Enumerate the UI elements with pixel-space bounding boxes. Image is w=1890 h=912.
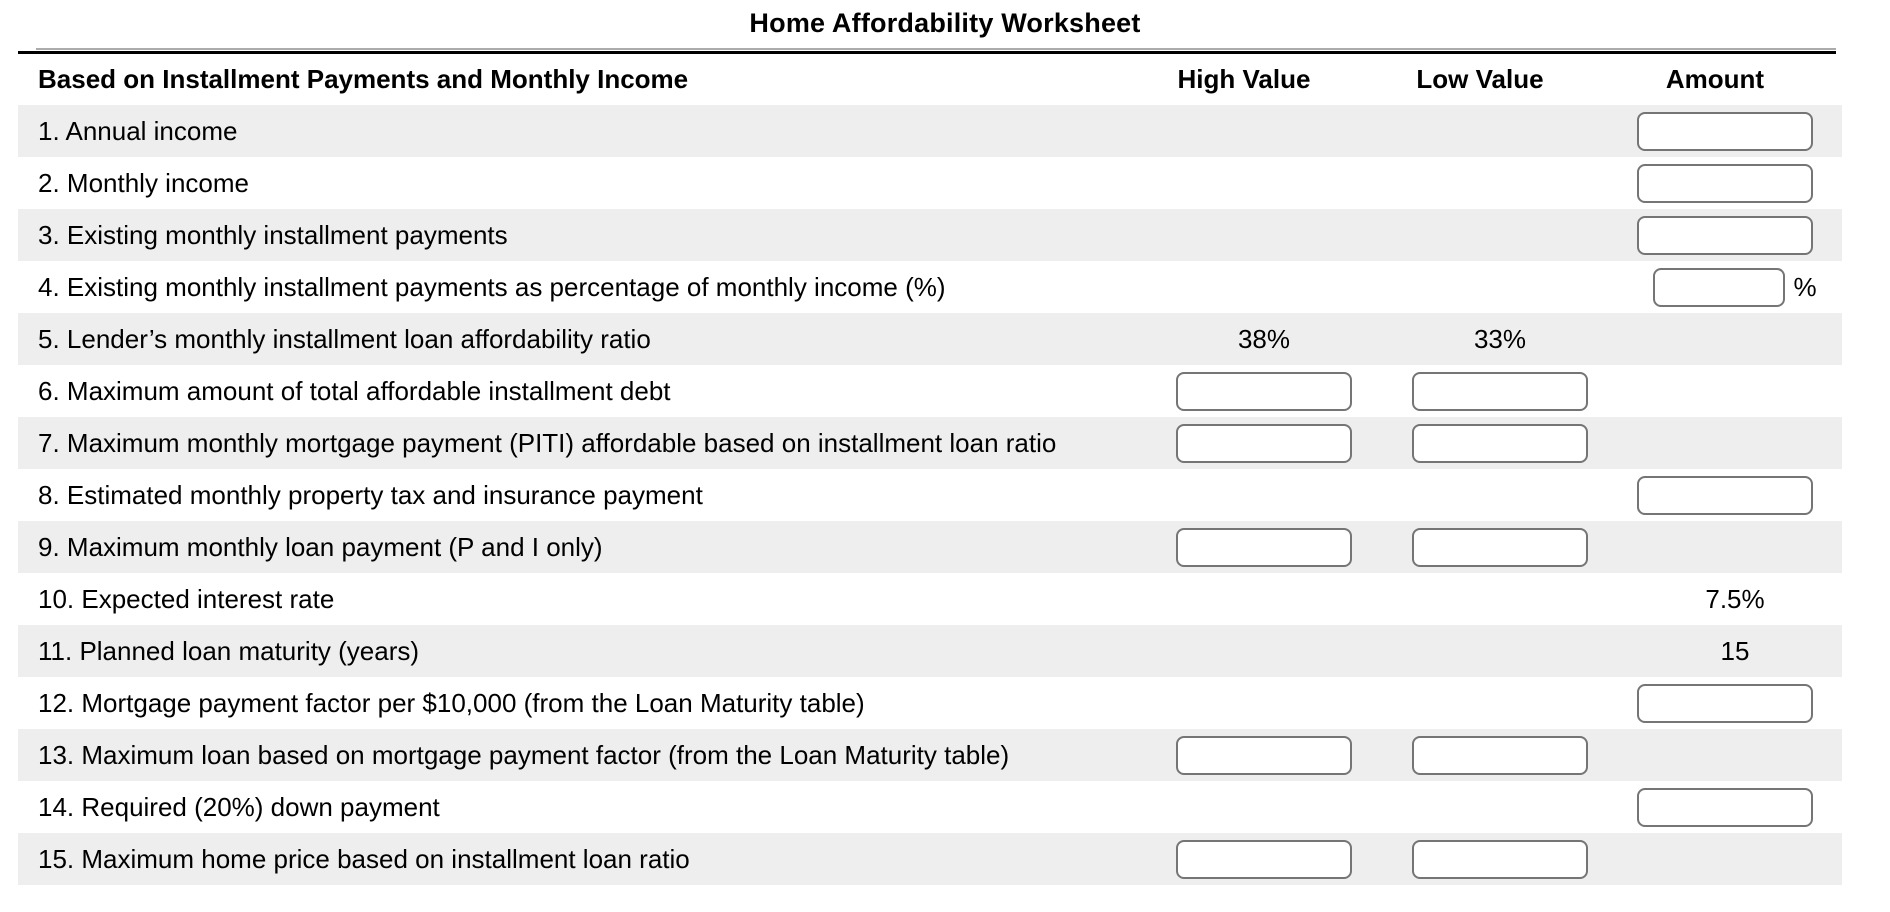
row-label: 8. Estimated monthly property tax and in… (38, 479, 703, 510)
worksheet-row: 10. Expected interest rate 7.5% (18, 573, 1842, 625)
row-label: 9. Maximum monthly loan payment (P and I… (38, 531, 603, 562)
high-value-cell (1164, 423, 1364, 463)
row-label: 7. Maximum monthly mortgage payment (PIT… (38, 427, 1057, 458)
row-label: 11. Planned loan maturity (years) (38, 635, 420, 666)
low-value-cell (1400, 371, 1600, 411)
amount-value-cell: % (1628, 267, 1842, 307)
low-value-column-header: Low Value (1416, 64, 1544, 94)
amount-value-input[interactable] (1637, 787, 1813, 827)
worksheet-rows: 1. Annual income 2. Monthly income 3. Exis… (18, 105, 1842, 885)
amount-value-cell (1628, 111, 1842, 151)
amount-value-text: 7.5% (1705, 583, 1765, 614)
divider-black-line (18, 51, 1836, 54)
low-value-input[interactable] (1412, 839, 1588, 879)
low-value-input[interactable] (1412, 527, 1588, 567)
high-value-cell (1164, 371, 1364, 411)
low-value-cell: 33% (1400, 324, 1600, 355)
high-value-input[interactable] (1176, 735, 1352, 775)
high-value-column-header: High Value (1177, 64, 1311, 94)
amount-column-header: Amount (1665, 64, 1765, 94)
low-value-input[interactable] (1412, 735, 1588, 775)
high-value-cell (1164, 839, 1364, 879)
section-header: Based on Installment Payments and Monthl… (38, 64, 689, 94)
amount-value-input[interactable] (1637, 683, 1813, 723)
worksheet-row: 11. Planned loan maturity (years) 15 (18, 625, 1842, 677)
worksheet-row: 2. Monthly income (18, 157, 1842, 209)
worksheet-row: 5. Lender’s monthly installment loan aff… (18, 313, 1842, 365)
row-label: 5. Lender’s monthly installment loan aff… (38, 323, 651, 354)
amount-value-cell: 15 (1628, 636, 1842, 667)
worksheet-row: 1. Annual income (18, 105, 1842, 157)
worksheet-row: 12. Mortgage payment factor per $10,000 … (18, 677, 1842, 729)
amount-value-cell: 7.5% (1628, 584, 1842, 615)
row-label: 13. Maximum loan based on mortgage payme… (38, 739, 1010, 770)
worksheet-row: 6. Maximum amount of total affordable in… (18, 365, 1842, 417)
row-label: 12. Mortgage payment factor per $10,000 … (38, 687, 865, 718)
row-label: 4. Existing monthly installment payments… (38, 271, 946, 302)
worksheet-row: 15. Maximum home price based on installm… (18, 833, 1842, 885)
divider-gray-line (36, 48, 1836, 50)
low-value-cell (1400, 735, 1600, 775)
worksheet-table: Based on Installment Payments and Monthl… (18, 54, 1842, 885)
amount-value-cell (1628, 215, 1842, 255)
percent-suffix-label: % (1793, 271, 1817, 302)
low-value-cell (1400, 423, 1600, 463)
high-value-input[interactable] (1176, 527, 1352, 567)
amount-value-cell (1628, 787, 1842, 827)
amount-value-input[interactable] (1637, 111, 1813, 151)
amount-value-text: 15 (1720, 635, 1750, 666)
page-title: Home Affordability Worksheet (749, 8, 1141, 38)
worksheet-row: 3. Existing monthly installment payments (18, 209, 1842, 261)
worksheet-row: 13. Maximum loan based on mortgage payme… (18, 729, 1842, 781)
row-label: 15. Maximum home price based on installm… (38, 843, 690, 874)
high-value-text: 38% (1237, 323, 1291, 354)
row-label: 2. Monthly income (38, 167, 249, 198)
amount-value-input[interactable] (1637, 475, 1813, 515)
row-label: 14. Required (20%) down payment (38, 791, 440, 822)
amount-value-input[interactable] (1637, 215, 1813, 255)
high-value-input[interactable] (1176, 423, 1352, 463)
low-value-text: 33% (1473, 323, 1527, 354)
row-label: 3. Existing monthly installment payments (38, 219, 508, 250)
title-divider (18, 48, 1836, 54)
row-label: 10. Expected interest rate (38, 583, 335, 614)
worksheet-row: 8. Estimated monthly property tax and in… (18, 469, 1842, 521)
table-header-row: Based on Installment Payments and Monthl… (18, 54, 1842, 105)
worksheet-row: 4. Existing monthly installment payments… (18, 261, 1842, 313)
amount-value-cell (1628, 163, 1842, 203)
worksheet-row: 14. Required (20%) down payment (18, 781, 1842, 833)
low-value-input[interactable] (1412, 423, 1588, 463)
low-value-input[interactable] (1412, 371, 1588, 411)
low-value-cell (1400, 839, 1600, 879)
amount-value-cell (1628, 683, 1842, 723)
low-value-cell (1400, 527, 1600, 567)
amount-value-input[interactable] (1637, 163, 1813, 203)
worksheet-row: 7. Maximum monthly mortgage payment (PIT… (18, 417, 1842, 469)
high-value-cell (1164, 735, 1364, 775)
row-label: 6. Maximum amount of total affordable in… (38, 375, 671, 406)
high-value-input[interactable] (1176, 839, 1352, 879)
high-value-input[interactable] (1176, 371, 1352, 411)
amount-value-cell (1628, 475, 1842, 515)
high-value-cell (1164, 527, 1364, 567)
worksheet-row: 9. Maximum monthly loan payment (P and I… (18, 521, 1842, 573)
row-label: 1. Annual income (38, 115, 238, 146)
high-value-cell: 38% (1164, 324, 1364, 355)
amount-value-input[interactable] (1653, 267, 1786, 307)
